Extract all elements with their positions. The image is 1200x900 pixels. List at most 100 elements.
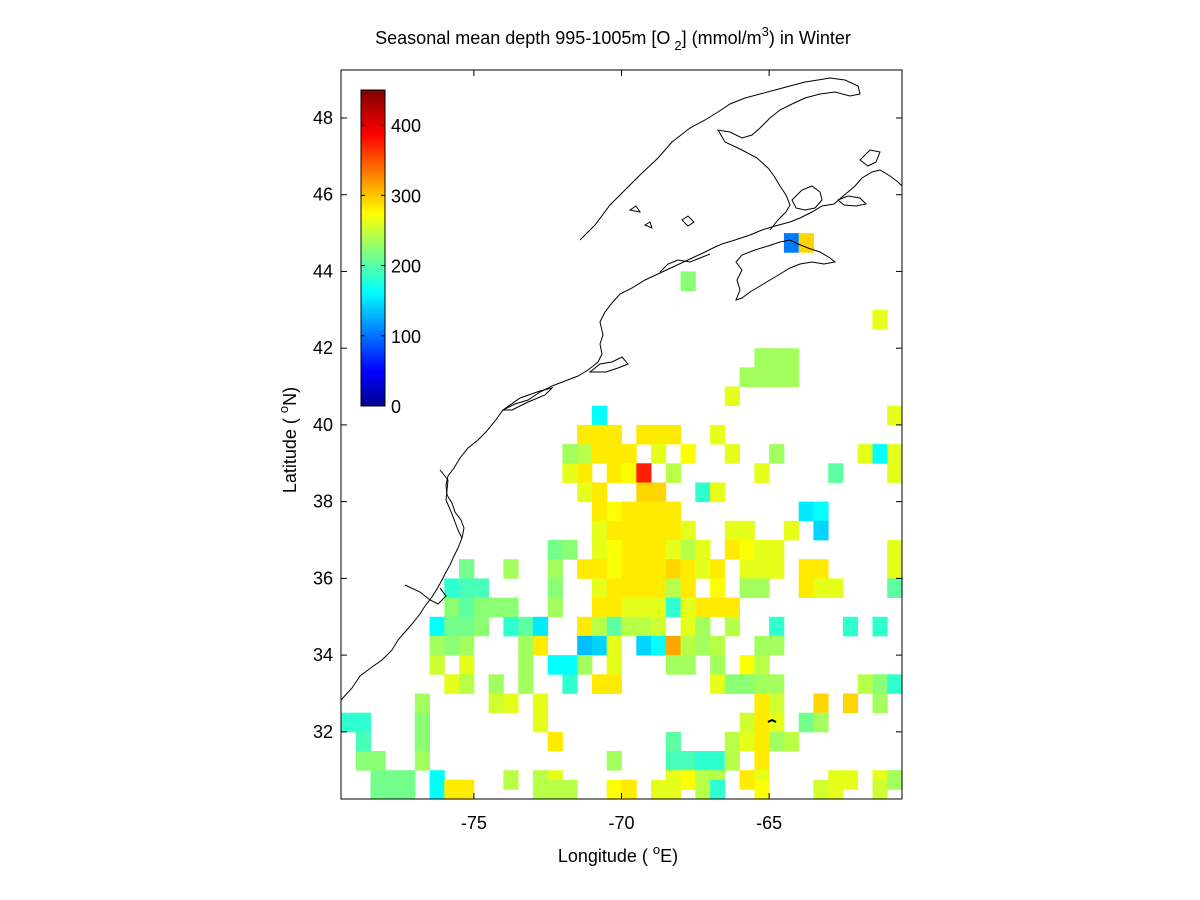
y-tick-label: 48: [313, 108, 333, 128]
y-tick-label: 46: [313, 185, 333, 205]
data-cell: [592, 444, 608, 464]
colorbar: 0 100 200 300 400: [360, 89, 421, 417]
data-cell: [651, 424, 667, 445]
data-cell: [665, 463, 681, 483]
data-cell: [739, 674, 755, 694]
data-cell: [783, 520, 800, 541]
data-cell: [724, 597, 740, 618]
data-cell: [606, 597, 622, 618]
data-cell: [754, 751, 770, 771]
data-cell: [577, 616, 593, 637]
data-cell: [577, 559, 593, 579]
data-cell: [651, 559, 667, 579]
data-cell: [459, 616, 475, 637]
y-tick-label: 40: [313, 415, 333, 435]
data-cell: [665, 578, 681, 598]
data-cell: [562, 655, 578, 675]
colorbar-tick-label: 200: [391, 257, 421, 277]
data-cell: [459, 578, 475, 598]
data-cell: [606, 520, 622, 541]
data-cell: [813, 559, 829, 579]
data-cell: [606, 444, 622, 464]
data-cell: [562, 540, 578, 560]
data-cell: [857, 674, 873, 694]
x-tick-label: -65: [756, 813, 782, 833]
data-cell: [739, 731, 755, 752]
data-cell: [754, 578, 770, 598]
data-cell: [503, 693, 519, 714]
data-cell: [547, 779, 563, 800]
data-cell: [592, 424, 608, 445]
data-cell: [459, 635, 475, 656]
data-cell: [665, 424, 681, 445]
data-cell: [798, 501, 814, 522]
data-cell: [680, 540, 696, 560]
data-cell: [370, 779, 386, 800]
data-cell: [724, 731, 740, 752]
data-cell: [872, 444, 888, 464]
coastline-islands-maine: [659, 253, 711, 273]
y-axis-degree: o: [276, 406, 291, 413]
data-cell: [429, 635, 445, 656]
data-cell: [813, 520, 829, 541]
data-cell: [355, 751, 371, 771]
data-cell: [724, 616, 740, 637]
data-cell: [547, 731, 563, 752]
data-cell: [754, 779, 770, 800]
data-cell: [636, 616, 652, 637]
data-cell: [769, 693, 785, 714]
data-cell: [459, 597, 475, 618]
data-cell: [562, 463, 578, 483]
data-cell: [651, 635, 667, 656]
data-cell: [355, 731, 371, 752]
data-cell: [636, 501, 652, 522]
data-cell: [459, 559, 475, 579]
coastline-gulf-north: [579, 77, 861, 241]
y-tick-label: 34: [313, 645, 333, 665]
data-cell: [769, 616, 785, 637]
data-cell: [739, 578, 755, 598]
data-cell: [621, 540, 637, 560]
data-cell: [532, 779, 549, 800]
data-cell: [636, 635, 652, 656]
data-cell: [754, 367, 770, 387]
data-cell: [739, 655, 755, 675]
data-cell: [769, 540, 785, 560]
data-cell: [488, 597, 504, 618]
coastline-cape-breton: [791, 185, 823, 211]
y-axis-suffix: N): [280, 387, 300, 406]
data-cell: [665, 655, 681, 675]
data-cell: [680, 597, 696, 618]
data-cell: [695, 779, 711, 800]
y-tick-label: 32: [313, 722, 333, 742]
data-cell: [606, 616, 622, 637]
title-suffix: ) in Winter: [769, 28, 851, 48]
coastline-newfoundland: [859, 149, 881, 167]
data-cell: [872, 616, 888, 637]
coastline-cape-cod: [588, 356, 629, 373]
data-cell: [665, 731, 681, 752]
data-cell: [887, 444, 903, 464]
data-cell: [695, 482, 711, 503]
data-cell: [739, 712, 755, 733]
title-middle: ] (mmol/m: [682, 28, 762, 48]
data-cell: [695, 597, 711, 618]
data-cell: [798, 578, 814, 598]
data-cell: [547, 597, 563, 618]
data-cell: [828, 578, 844, 598]
y-axis-prefix: Latitude (: [280, 413, 300, 493]
data-cell: [444, 578, 460, 598]
data-cell: [532, 616, 549, 637]
data-cell: [636, 463, 652, 483]
coastline: [340, 77, 903, 723]
data-cell: [887, 559, 903, 579]
colorbar-tick-label: 300: [391, 186, 421, 206]
data-cell: [754, 693, 770, 714]
data-cell: [547, 578, 563, 598]
data-cell: [813, 578, 829, 598]
plot-title: Seasonal mean depth 995-1005m [O 2] (mmol…: [375, 24, 851, 53]
data-cell: [769, 731, 785, 752]
data-cell: [562, 779, 578, 800]
data-cell: [710, 424, 726, 445]
